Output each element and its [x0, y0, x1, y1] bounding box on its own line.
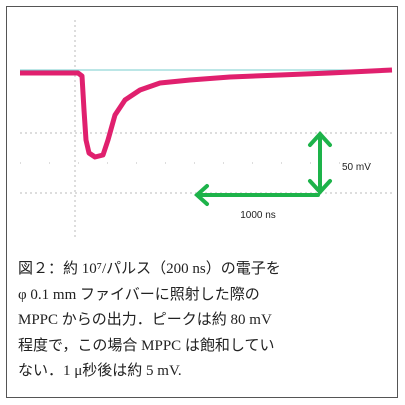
scope-grid [20, 20, 392, 240]
caption-line: 程度で，この場合 MPPC は飽和してい [18, 334, 393, 360]
scale-arrows [197, 134, 330, 204]
caption-line: φ 0.1 mm ファイバーに照射した際の [18, 283, 393, 309]
caption-line: MPPC からの出力．ピークは約 80 mV [18, 308, 393, 334]
horizontal-scale-label: 1000 ns [240, 210, 276, 221]
caption-line: 図２：約 10⁷/パルス（200 ns）の電子を [18, 257, 393, 283]
page: {"figure": {"vertical_arrow_label": "50 … [0, 0, 405, 405]
caption-line: ない．1 μ秒後は約 5 mV. [18, 359, 393, 385]
vertical-scale-label: 50 mV [342, 162, 371, 173]
signal-trace [20, 70, 392, 157]
